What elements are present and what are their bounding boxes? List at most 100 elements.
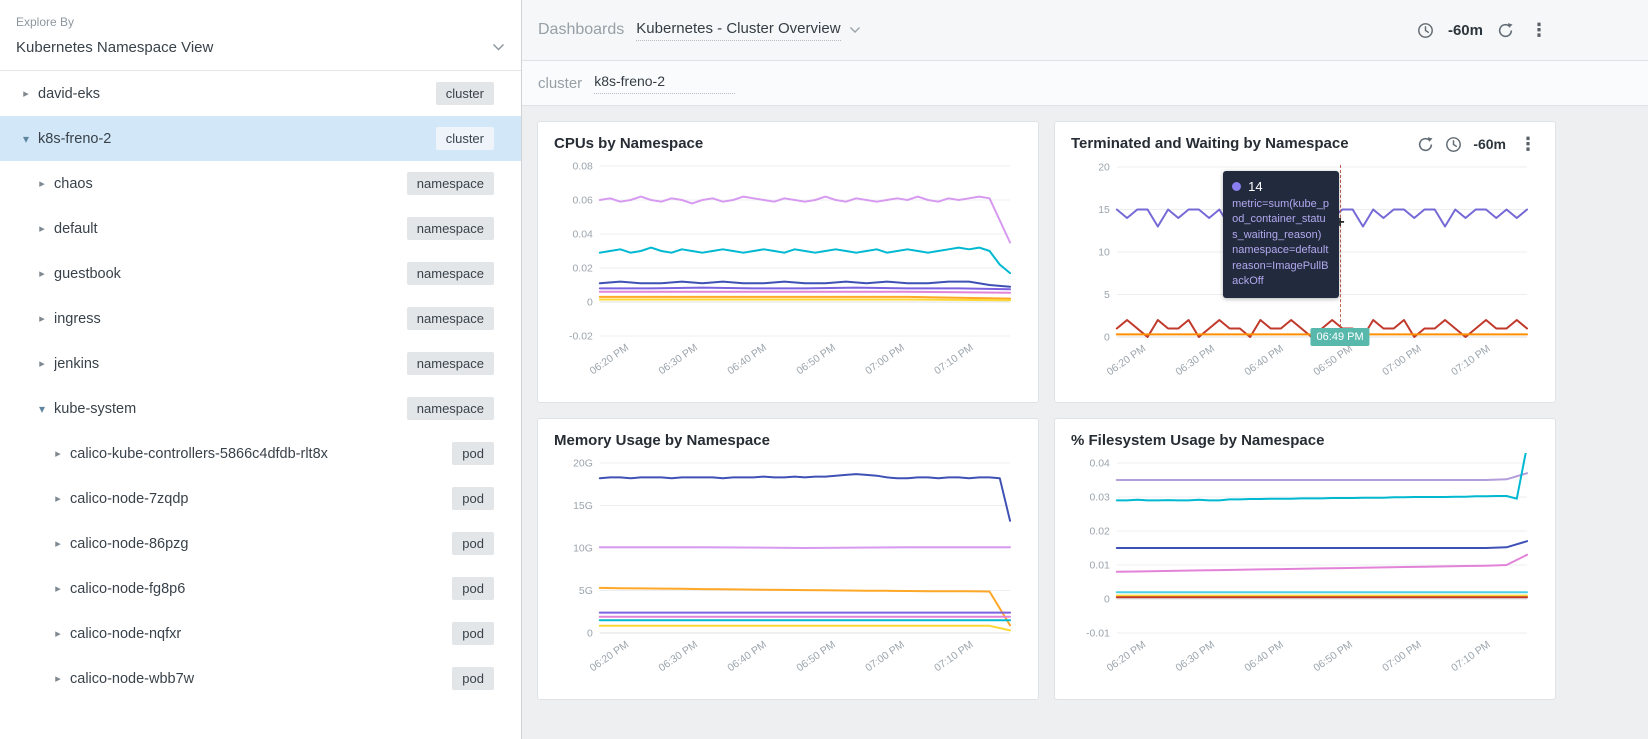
tree-item-label: calico-node-86pzg — [70, 535, 189, 552]
svg-text:06:50 PM: 06:50 PM — [1312, 639, 1355, 674]
svg-text:06:30 PM: 06:30 PM — [1174, 639, 1217, 674]
panel-memory-usage: Memory Usage by Namespace 0 5G 10G 15G 20G 06… — [537, 418, 1039, 700]
svg-text:06:40 PM: 06:40 PM — [726, 639, 769, 674]
sidebar: Explore By Kubernetes Namespace View ▸ da… — [0, 0, 522, 739]
view-selector[interactable]: Kubernetes Namespace View — [16, 39, 505, 56]
caret-right-icon[interactable]: ▸ — [55, 448, 61, 460]
svg-text:0.04: 0.04 — [1089, 458, 1110, 469]
tree-item-david-eks[interactable]: ▸ david-eks cluster — [0, 71, 521, 116]
svg-text:10: 10 — [1098, 247, 1110, 258]
type-badge: cluster — [435, 82, 494, 105]
svg-text:15: 15 — [1098, 205, 1110, 216]
svg-text:0.06: 0.06 — [572, 195, 593, 206]
type-badge: namespace — [406, 307, 494, 330]
tree-item-label: k8s-freno-2 — [38, 130, 112, 147]
tree-item-label: guestbook — [54, 265, 121, 282]
hover-time-badge: 06:49 PM — [1310, 328, 1370, 346]
svg-text:07:10 PM: 07:10 PM — [1450, 639, 1493, 674]
svg-text:07:10 PM: 07:10 PM — [1450, 343, 1493, 378]
tree-item-calico-node-wbb7w[interactable]: ▸ calico-node-wbb7w pod — [0, 656, 521, 701]
svg-text:06:40 PM: 06:40 PM — [1243, 639, 1286, 674]
panel-title: Memory Usage by Namespace — [554, 432, 770, 449]
panel-title: % Filesystem Usage by Namespace — [1071, 432, 1325, 449]
type-badge: pod — [452, 667, 494, 690]
chevron-down-icon — [849, 27, 860, 33]
tree-item-guestbook[interactable]: ▸ guestbook namespace — [0, 251, 521, 296]
svg-text:0.02: 0.02 — [572, 263, 593, 274]
clock-icon[interactable] — [1417, 22, 1434, 39]
caret-down-icon[interactable]: ▾ — [38, 401, 46, 416]
caret-right-icon[interactable]: ▸ — [39, 313, 45, 325]
tree-item-ingress[interactable]: ▸ ingress namespace — [0, 296, 521, 341]
filesystem-usage-chart[interactable]: -0.01 0 0.01 0.02 0.03 0.04 06:20 PM 06:30 PM 06… — [1071, 453, 1539, 679]
svg-text:07:00 PM: 07:00 PM — [1381, 343, 1424, 378]
tree-item-jenkins[interactable]: ▸ jenkins namespace — [0, 341, 521, 386]
clock-icon[interactable] — [1445, 136, 1462, 153]
svg-text:06:30 PM: 06:30 PM — [657, 639, 700, 674]
caret-right-icon[interactable]: ▸ — [23, 88, 29, 100]
series-dot-icon — [1232, 182, 1242, 191]
svg-text:06:40 PM: 06:40 PM — [1243, 343, 1286, 378]
caret-right-icon[interactable]: ▸ — [55, 628, 61, 640]
dashboard-grid: CPUs by Namespace -0.02 0 0.02 0.04 0.06 0.08… — [522, 106, 1648, 739]
type-badge: pod — [452, 532, 494, 555]
svg-text:06:50 PM: 06:50 PM — [1312, 343, 1355, 378]
tooltip-line: metric=sum(kube_pod_container_status_wai… — [1232, 198, 1329, 241]
caret-right-icon[interactable]: ▸ — [55, 583, 61, 595]
type-badge: namespace — [406, 217, 494, 240]
tree-item-calico-node-86pzg[interactable]: ▸ calico-node-86pzg pod — [0, 521, 521, 566]
sidebar-tree: ▸ david-eks cluster ▾ k8s-freno-2 cluster ▸ cha… — [0, 71, 521, 739]
svg-text:06:40 PM: 06:40 PM — [726, 342, 769, 377]
tree-item-label: default — [54, 220, 98, 237]
tree-item-kube-system[interactable]: ▾ kube-system namespace — [0, 386, 521, 431]
caret-down-icon[interactable]: ▾ — [22, 131, 30, 146]
tree-item-label: jenkins — [54, 355, 100, 372]
svg-text:06:20 PM: 06:20 PM — [588, 639, 631, 674]
tooltip-lines: metric=sum(kube_pod_container_status_wai… — [1232, 197, 1330, 289]
terminated-waiting-chart[interactable]: 0 5 10 15 20 06:20 PM 06:30 PM 06:40 PM 06:50 PM… — [1071, 157, 1539, 383]
svg-text:06:20 PM: 06:20 PM — [1105, 343, 1148, 378]
memory-usage-chart[interactable]: 0 5G 10G 15G 20G 06:20 PM 06:30 PM 06:40 PM 06:5… — [554, 453, 1022, 679]
tree-item-label: calico-node-wbb7w — [70, 670, 195, 687]
caret-right-icon[interactable]: ▸ — [39, 268, 45, 280]
svg-text:07:00 PM: 07:00 PM — [864, 639, 907, 674]
kebab-menu-icon[interactable]: ⋮ — [1530, 20, 1548, 40]
tree-item-calico-node-fg8p6[interactable]: ▸ calico-node-fg8p6 pod — [0, 566, 521, 611]
caret-right-icon[interactable]: ▸ — [39, 223, 45, 235]
dashboard-selector[interactable]: Kubernetes - Cluster Overview — [636, 20, 860, 41]
type-badge: namespace — [406, 172, 494, 195]
tree-item-calico-node-7zqdp[interactable]: ▸ calico-node-7zqdp pod — [0, 476, 521, 521]
type-badge: pod — [452, 487, 494, 510]
scope-value[interactable]: k8s-freno-2 — [594, 73, 735, 94]
svg-text:10G: 10G — [573, 543, 593, 554]
caret-right-icon[interactable]: ▸ — [55, 538, 61, 550]
svg-text:06:30 PM: 06:30 PM — [1174, 343, 1217, 378]
cpus-chart[interactable]: -0.02 0 0.02 0.04 0.06 0.08 06:20 PM 06:30 PM 06… — [554, 156, 1022, 382]
scope-bar: cluster k8s-freno-2 — [522, 61, 1648, 106]
type-badge: namespace — [406, 352, 494, 375]
refresh-icon[interactable] — [1497, 22, 1514, 39]
tree-item-k8s-freno-2[interactable]: ▾ k8s-freno-2 cluster — [0, 116, 521, 161]
caret-right-icon[interactable]: ▸ — [55, 673, 61, 685]
panel-controls: -60m ⋮ — [1417, 135, 1539, 153]
time-range-label[interactable]: -60m — [1447, 21, 1483, 39]
svg-text:20G: 20G — [573, 458, 593, 469]
tree-item-chaos[interactable]: ▸ chaos namespace — [0, 161, 521, 206]
svg-text:07:10 PM: 07:10 PM — [933, 342, 976, 377]
sidebar-header: Explore By Kubernetes Namespace View — [0, 0, 521, 71]
scope-key-label: cluster — [538, 74, 583, 92]
kebab-menu-icon[interactable]: ⋮ — [1519, 134, 1537, 154]
tree-item-label: david-eks — [38, 85, 101, 102]
caret-right-icon[interactable]: ▸ — [55, 493, 61, 505]
caret-right-icon[interactable]: ▸ — [39, 358, 45, 370]
tree-item-calico-kube-controllers-5866c4dfdb-rlt8x[interactable]: ▸ calico-kube-controllers-5866c4dfdb-rlt8… — [0, 431, 521, 476]
explore-by-label: Explore By — [16, 15, 75, 29]
dashboard-name: Kubernetes - Cluster Overview — [636, 20, 841, 41]
tree-item-calico-node-nqfxr[interactable]: ▸ calico-node-nqfxr pod — [0, 611, 521, 656]
refresh-icon[interactable] — [1417, 136, 1434, 153]
caret-right-icon[interactable]: ▸ — [39, 178, 45, 190]
svg-text:0.08: 0.08 — [572, 161, 593, 172]
tree-item-default[interactable]: ▸ default namespace — [0, 206, 521, 251]
panel-time-range[interactable]: -60m — [1473, 136, 1506, 152]
tooltip-line: reason=ImagePullBackOff — [1232, 259, 1329, 287]
